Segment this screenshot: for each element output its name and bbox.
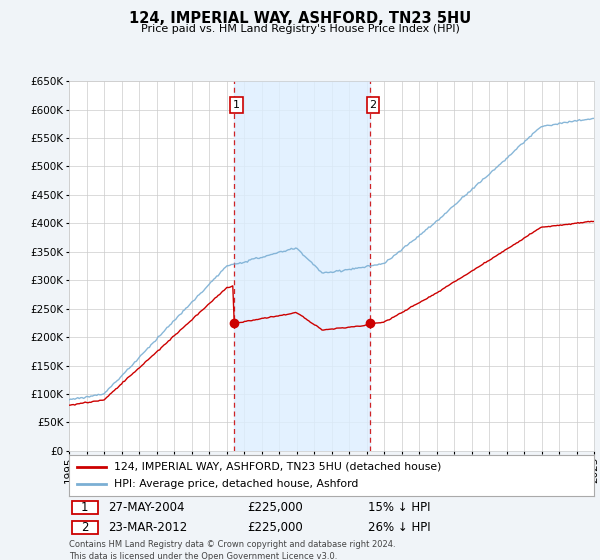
Text: £225,000: £225,000 (248, 501, 303, 514)
Text: 2: 2 (81, 521, 89, 534)
FancyBboxPatch shape (71, 501, 98, 514)
Text: 124, IMPERIAL WAY, ASHFORD, TN23 5HU: 124, IMPERIAL WAY, ASHFORD, TN23 5HU (129, 11, 471, 26)
Text: Price paid vs. HM Land Registry's House Price Index (HPI): Price paid vs. HM Land Registry's House … (140, 24, 460, 34)
Text: Contains HM Land Registry data © Crown copyright and database right 2024.
This d: Contains HM Land Registry data © Crown c… (69, 540, 395, 560)
Text: 15% ↓ HPI: 15% ↓ HPI (368, 501, 431, 514)
Text: 26% ↓ HPI: 26% ↓ HPI (368, 521, 431, 534)
Text: 23-MAR-2012: 23-MAR-2012 (109, 521, 188, 534)
Text: HPI: Average price, detached house, Ashford: HPI: Average price, detached house, Ashf… (113, 479, 358, 489)
Text: £225,000: £225,000 (248, 521, 303, 534)
Text: 124, IMPERIAL WAY, ASHFORD, TN23 5HU (detached house): 124, IMPERIAL WAY, ASHFORD, TN23 5HU (de… (113, 461, 441, 472)
Bar (234, 81, 370, 451)
Text: 27-MAY-2004: 27-MAY-2004 (109, 501, 185, 514)
Text: 2: 2 (370, 100, 377, 110)
FancyBboxPatch shape (71, 521, 98, 534)
Text: 1: 1 (233, 100, 240, 110)
Text: 1: 1 (81, 501, 89, 514)
